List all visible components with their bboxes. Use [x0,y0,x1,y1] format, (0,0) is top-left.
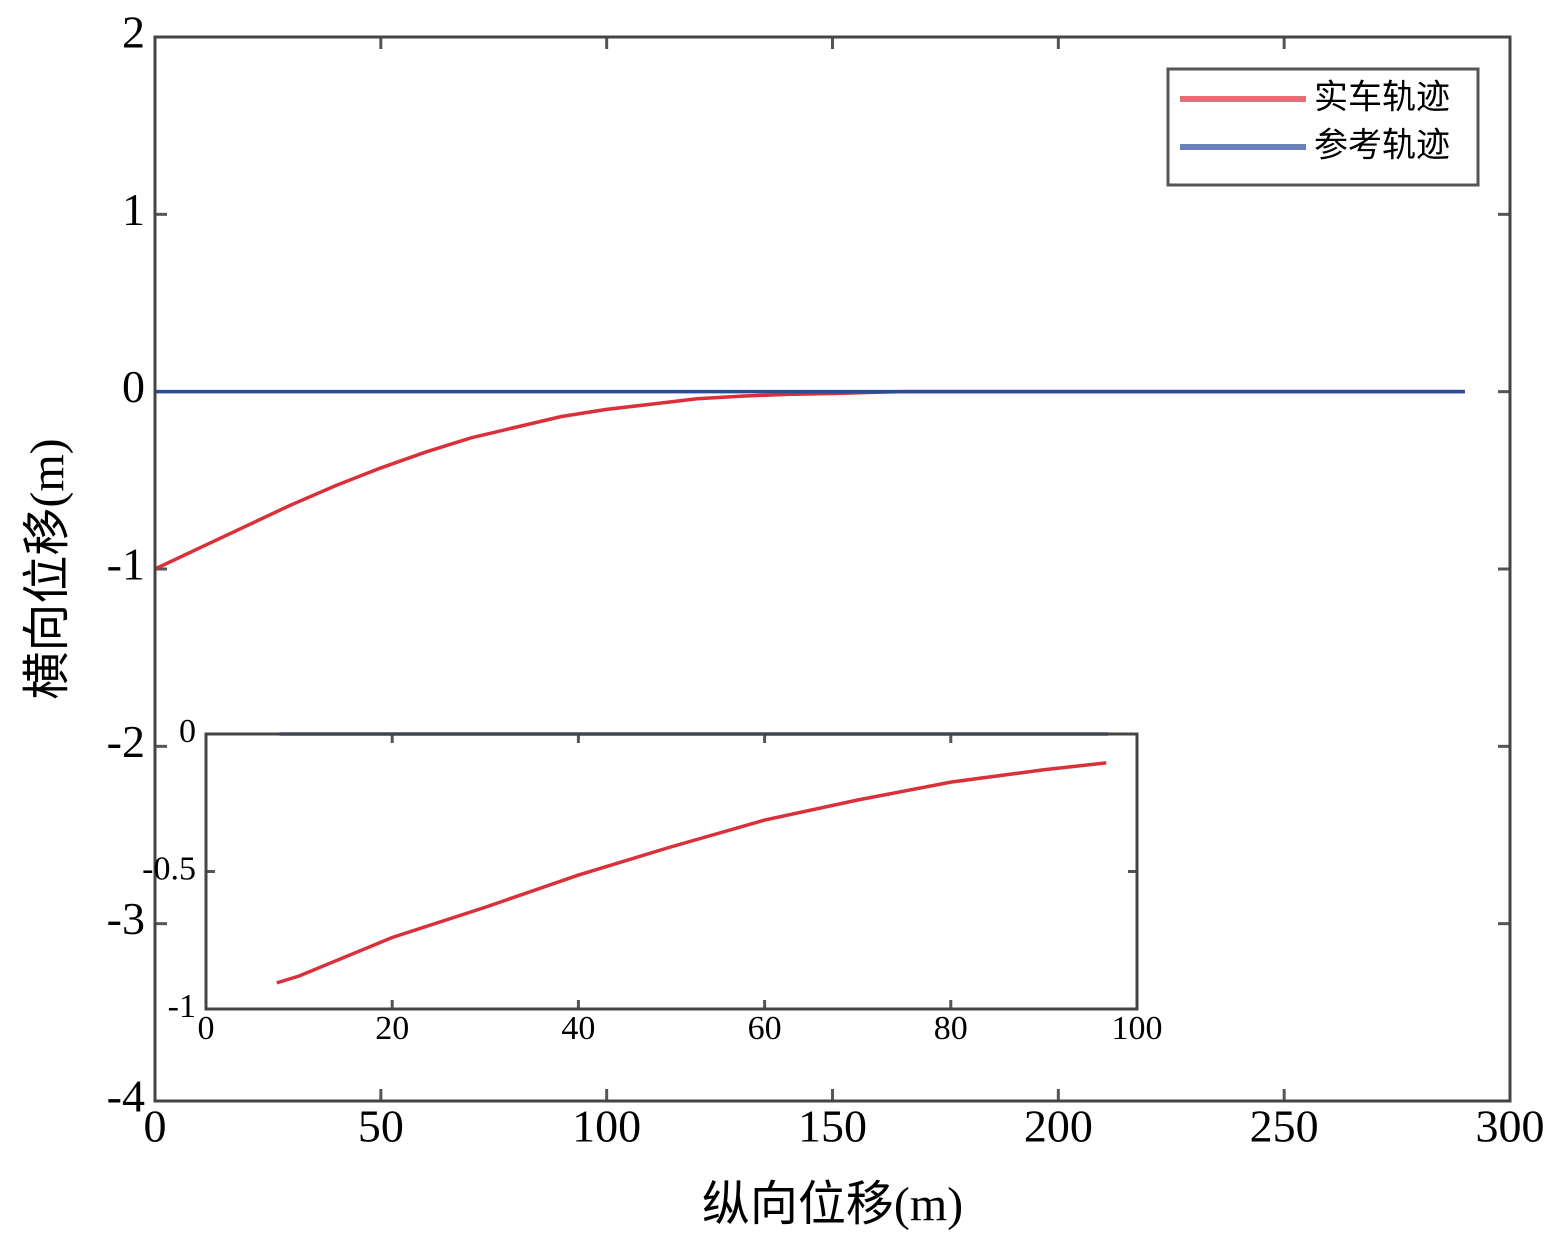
x-tick-label: 150 [798,1100,867,1151]
legend-box [1166,67,1480,187]
x-tick-label: 250 [1250,1100,1319,1151]
y-tick-label: 0 [122,361,145,412]
legend-label: 实车轨迹 [1314,78,1450,118]
x-axis-label: 纵向位移(m) [702,1178,963,1231]
axes-box [153,35,1512,1103]
y-tick-label: 1 [122,184,145,235]
y-tick-label: -4 [107,1071,145,1122]
y-tick-label: 0 [179,713,196,750]
x-tick-label: 50 [358,1100,404,1151]
x-tick-label: 80 [934,1010,968,1047]
legend-label: 参考轨迹 [1314,126,1450,166]
x-tick-label: 0 [144,1100,167,1151]
x-tick-label: 300 [1476,1100,1545,1151]
x-tick-label: 60 [748,1010,782,1047]
y-tick-label: -1 [107,539,145,590]
y-tick-label: -0.5 [142,850,196,887]
x-tick-label: 100 [1112,1010,1163,1047]
axes-box [204,732,1139,1011]
x-tick-label: 100 [572,1100,641,1151]
x-tick-label: 0 [198,1010,215,1047]
y-axis-label: 横向位移(m) [21,438,74,699]
x-tick-label: 200 [1024,1100,1093,1151]
series-line [276,761,1107,985]
y-tick-label: 2 [122,7,145,58]
y-tick-label: -3 [107,893,145,944]
x-tick-label: 40 [561,1010,595,1047]
x-tick-label: 20 [375,1010,409,1047]
y-tick-label: -1 [168,988,196,1025]
y-tick-label: -2 [107,716,145,767]
plot-area [206,734,1137,1009]
